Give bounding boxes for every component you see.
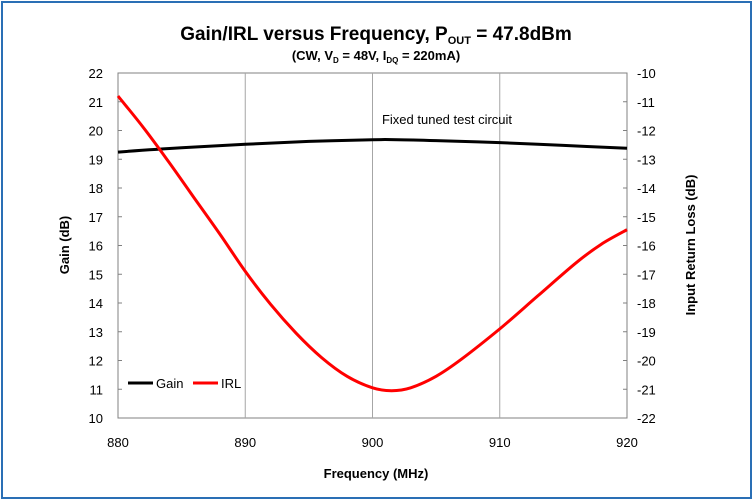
y-left-axis-ticks: 10 11 12 13 14 15 16 17 18 19 20 21 22 [89, 66, 122, 426]
y-right-tick-label: -22 [637, 411, 656, 426]
y-left-axis-label: Gain (dB) [57, 216, 72, 275]
y-right-tick-label: -17 [637, 267, 656, 282]
legend-label-gain: Gain [156, 376, 183, 391]
y-right-tick-label: -18 [637, 296, 656, 311]
series-line-irl [116, 95, 628, 393]
y-right-tick-label: -13 [637, 152, 656, 167]
x-tick-label: 910 [489, 435, 511, 450]
annotation-text: Fixed tuned test circuit [382, 112, 512, 127]
legend: Gain IRL [128, 376, 241, 391]
y-right-axis-label: Input Return Loss (dB) [683, 175, 698, 316]
chart-subtitle: (CW, VD = 48V, IDQ = 220mA) [292, 48, 460, 65]
y-right-tick-label: -19 [637, 325, 656, 340]
gridlines [244, 73, 501, 418]
y-right-tick-label: -11 [637, 95, 655, 110]
x-axis-ticks: 880 890 900 910 920 [107, 435, 638, 450]
y-right-tick-label: -20 [637, 354, 656, 369]
x-tick-label: 900 [362, 435, 384, 450]
x-axis-label: Frequency (MHz) [324, 466, 429, 481]
y-left-tick-label: 12 [89, 354, 103, 369]
y-left-tick-label: 18 [89, 181, 103, 196]
y-left-tick-label: 14 [89, 296, 103, 311]
y-left-tick-label: 13 [89, 325, 103, 340]
series-lines [116, 95, 628, 393]
y-right-tick-label: -10 [637, 66, 656, 81]
y-left-tick-label: 21 [89, 95, 103, 110]
x-tick-label: 920 [616, 435, 638, 450]
y-right-tick-label: -16 [637, 239, 656, 254]
y-left-tick-label: 19 [89, 152, 103, 167]
legend-label-irl: IRL [221, 376, 241, 391]
chart-title: Gain/IRL versus Frequency, POUT = 47.8dB… [180, 24, 572, 47]
y-left-tick-label: 17 [89, 210, 103, 225]
x-tick-label: 880 [107, 435, 129, 450]
x-tick-label: 890 [234, 435, 256, 450]
y-right-tick-label: -15 [637, 210, 656, 225]
series-line-gain [117, 138, 628, 154]
y-left-tick-label: 22 [89, 66, 103, 81]
y-right-tick-label: -12 [637, 124, 656, 139]
y-left-tick-label: 11 [90, 382, 104, 397]
y-right-axis-ticks: -22 -21 -20 -19 -18 -17 -16 -15 -14 -13 -12 -11 -10 [623, 66, 656, 426]
y-left-tick-label: 15 [89, 267, 103, 282]
y-right-tick-label: -21 [637, 382, 656, 397]
y-right-tick-label: -14 [637, 181, 656, 196]
y-left-tick-label: 10 [89, 411, 103, 426]
y-left-tick-label: 16 [89, 239, 103, 254]
y-left-tick-label: 20 [89, 124, 103, 139]
